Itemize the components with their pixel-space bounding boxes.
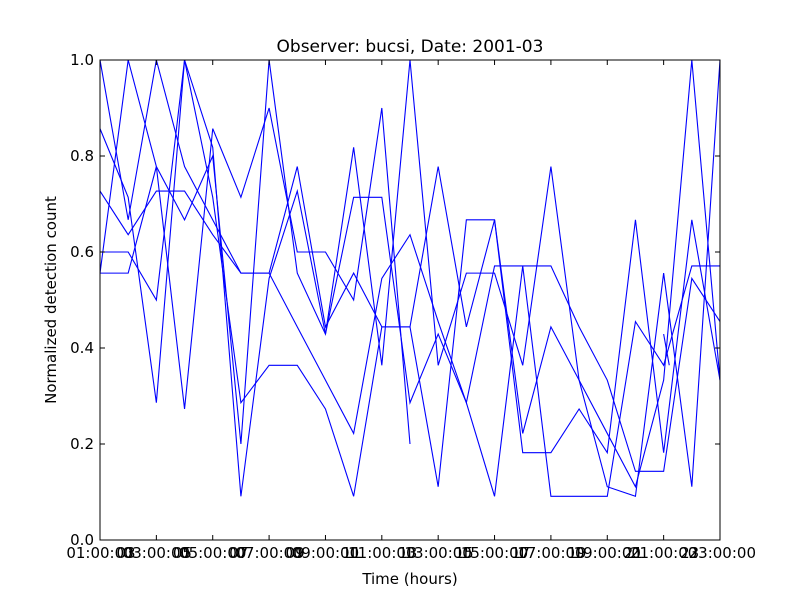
x-tick-label: 17:00:00: [517, 544, 584, 562]
x-tick-overlap-fragment: 07: [229, 544, 248, 562]
y-axis-ticks: 0.0 0.2 0.4 0.6 0.8 1.0: [70, 51, 720, 549]
x-tick-label: 09:00:00: [292, 544, 359, 562]
y-tick-label: 0.6: [70, 243, 94, 261]
x-tick-overlap-fragment: 05: [173, 544, 192, 562]
y-tick-label: 0.2: [70, 435, 94, 453]
y-tick-label: 0.4: [70, 339, 94, 357]
x-tick-overlap-fragment: 17: [511, 544, 530, 562]
x-tick-overlap-fragment: 03: [116, 544, 135, 562]
series-line-7: [663, 333, 670, 366]
x-tick-overlap-fragment: 11: [342, 544, 361, 562]
series-line-4: [100, 59, 720, 497]
x-tick-overlap-fragment: 19: [567, 544, 586, 562]
y-tick-label: 0.8: [70, 147, 94, 165]
plot-lines: [99, 59, 721, 498]
chart-title: Observer: bucsi, Date: 2001-03: [277, 37, 544, 57]
x-tick-overlap-fragment: 23: [680, 544, 699, 562]
x-tick-label: 15:00:00: [461, 544, 528, 562]
series-line-2: [99, 59, 721, 497]
series-line-3: [99, 190, 721, 472]
y-tick-label: 0.0: [70, 531, 94, 549]
x-tick-label: 03:00:00: [123, 544, 190, 562]
y-tick-label: 1.0: [70, 51, 94, 69]
x-tick-label: 21:00:00: [630, 544, 697, 562]
x-tick-label: 07:00:00: [235, 544, 302, 562]
series-line-6: [99, 59, 721, 498]
series-line-1: [99, 59, 721, 489]
x-tick-label: 05:00:00: [179, 544, 246, 562]
x-tick-label: 01:00:00: [66, 544, 133, 562]
series-line-5: [100, 107, 411, 445]
x-tick-overlap-fragment: 13: [398, 544, 417, 562]
x-tick-label: 23:00:00: [689, 544, 756, 562]
x-tick-overlap-fragment: 09: [286, 544, 305, 562]
x-tick-overlap-fragment: 21: [624, 544, 643, 562]
x-axis-ticks: 01:00:0003:00:0005:00:0007:00:0009:00:00…: [66, 60, 756, 562]
x-axis-label: Time (hours): [361, 570, 457, 588]
plot-frame: [99, 59, 721, 541]
x-tick-label: 11:00:00: [348, 544, 415, 562]
x-tick-label: 19:00:00: [574, 544, 641, 562]
y-axis-label: Normalized detection count: [42, 196, 60, 404]
x-tick-overlap-fragment: 15: [455, 544, 474, 562]
x-tick-label: 13:00:00: [404, 544, 471, 562]
